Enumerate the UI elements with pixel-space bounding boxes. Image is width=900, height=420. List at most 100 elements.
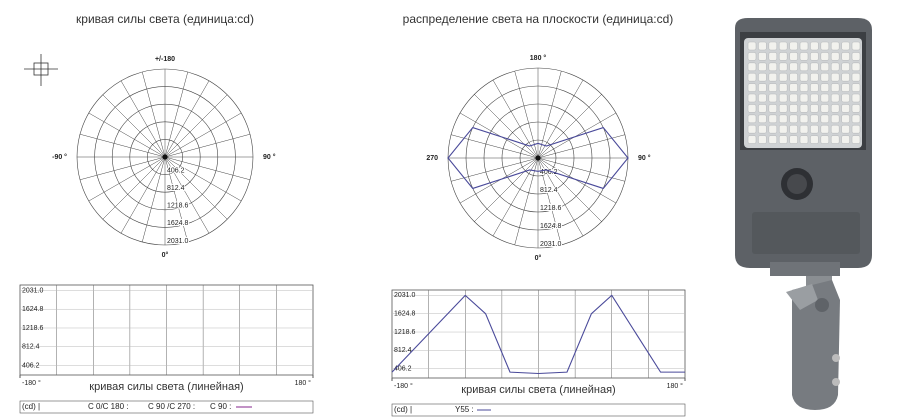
angle-label: 90 ° [638, 154, 651, 162]
led [758, 104, 767, 113]
led [778, 114, 788, 124]
radial-line [459, 112, 539, 159]
legend-text: Y55 : [455, 405, 474, 414]
line-series [391, 294, 685, 375]
led [768, 83, 778, 92]
led [820, 62, 830, 72]
led [799, 104, 809, 113]
led [851, 83, 861, 92]
led [789, 104, 798, 113]
y-tick-label: 812.4 [22, 344, 40, 351]
angle-label: -90 ° [52, 153, 67, 161]
led [830, 52, 840, 61]
radial-line [514, 157, 539, 245]
radial-line [79, 133, 166, 158]
led [841, 124, 850, 134]
led [758, 72, 767, 82]
led [810, 93, 819, 103]
grid-circle [483, 103, 593, 213]
led [747, 41, 757, 51]
led [841, 52, 850, 61]
y-tick-label: 1218.6 [394, 329, 416, 336]
led [820, 93, 830, 103]
led [810, 114, 819, 124]
radial-line [164, 94, 228, 158]
radial-line [474, 94, 539, 159]
radial-line [164, 80, 210, 158]
r-tick-label: 406.2 [167, 167, 185, 174]
radial-line [451, 134, 539, 159]
x-tick-label: 180 ° [667, 382, 684, 390]
led [778, 124, 788, 134]
led [789, 41, 798, 51]
radial-line [537, 157, 625, 182]
led [758, 62, 767, 72]
led [768, 135, 778, 144]
x-tick-label: -180 ° [22, 379, 41, 387]
r-tick-label: 812.4 [540, 187, 558, 194]
led [830, 41, 840, 51]
product-photo [735, 18, 872, 410]
led [789, 135, 798, 144]
led [768, 72, 778, 82]
y-tick-label: 1624.8 [394, 311, 416, 318]
led [820, 41, 830, 51]
led [768, 93, 778, 103]
radial-line [537, 94, 602, 159]
led [851, 62, 861, 72]
radial-line [120, 156, 166, 234]
led [799, 41, 809, 51]
led [851, 72, 861, 82]
radial-line [120, 80, 166, 158]
radial-line [164, 112, 242, 158]
led [799, 114, 809, 124]
led [830, 72, 840, 82]
led [851, 93, 861, 103]
led [747, 104, 757, 113]
radial-line [537, 134, 625, 159]
led [778, 72, 788, 82]
led [810, 41, 819, 51]
led [747, 62, 757, 72]
led [768, 124, 778, 134]
radial-line [537, 157, 584, 237]
y-tick-label: 2031.0 [22, 287, 44, 294]
led [851, 114, 861, 124]
radial-line [164, 156, 210, 234]
legend-frame [19, 400, 314, 414]
radial-line [537, 79, 584, 159]
led [747, 83, 757, 92]
led [758, 41, 767, 51]
radial-line [537, 157, 602, 222]
grid-circle [519, 139, 557, 177]
led [841, 72, 850, 82]
led [778, 41, 788, 51]
radial-line [474, 157, 539, 222]
radial-line [492, 157, 539, 237]
radial-line [79, 156, 166, 181]
led [799, 124, 809, 134]
radial-line [537, 157, 562, 245]
led [830, 124, 840, 134]
led [778, 52, 788, 61]
led [810, 72, 819, 82]
led [789, 83, 798, 92]
r-tick-label: 1624.8 [167, 220, 189, 227]
led [810, 104, 819, 113]
led [799, 83, 809, 92]
angle-label: 0° [535, 254, 542, 262]
center-dot [535, 155, 541, 161]
radial-line [102, 156, 166, 220]
led [758, 124, 767, 134]
led [830, 83, 840, 92]
led [799, 135, 809, 144]
led [758, 135, 767, 144]
radial-line [459, 157, 539, 204]
r-tick-label: 1624.8 [540, 223, 562, 230]
radial-line [164, 156, 189, 243]
led [799, 62, 809, 72]
r-tick-label: 1218.6 [540, 205, 562, 212]
radial-line [88, 156, 166, 202]
led [768, 41, 778, 51]
r-tick-label: 812.4 [167, 185, 185, 192]
